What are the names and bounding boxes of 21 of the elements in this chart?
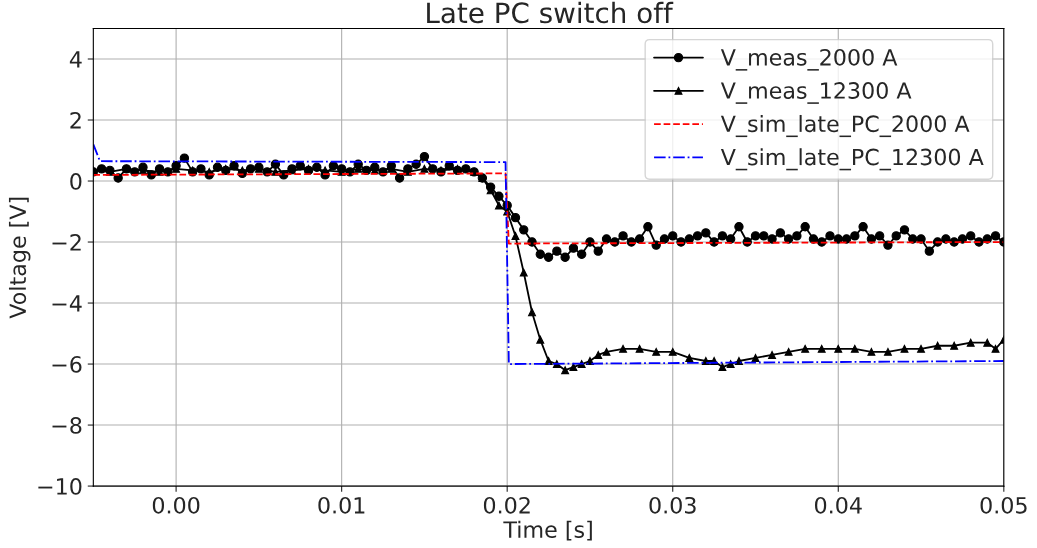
y-tick-label: −4 [52, 295, 82, 312]
y-tick-label: −8 [52, 417, 82, 434]
legend-label: V_sim_late_PC_2000 A [720, 114, 970, 138]
x-tick-label: 0.05 [980, 496, 1027, 514]
chart-title: Late PC switch off [427, 1, 674, 24]
x-tick-label: 0.00 [152, 496, 200, 514]
x-tick-label: 0.02 [483, 496, 530, 514]
legend-label: V_sim_late_PC_12300 A [720, 148, 984, 171]
y-tick-label: 4 [69, 51, 82, 68]
x-tick-label: 0.01 [318, 496, 365, 514]
y-tick-label: 0 [70, 172, 82, 190]
x-tick-label: 0.04 [815, 496, 862, 514]
y-tick-label: −6 [52, 356, 82, 373]
x-tick-label: 0.03 [649, 496, 696, 514]
legend-label: V_meas_12300 A [720, 82, 912, 104]
y-axis-title: Voltage [V] [8, 197, 31, 319]
y-tick-label: −2 [52, 233, 81, 251]
legend-label: V_meas_2000 A [720, 48, 898, 71]
x-axis-title: Time [s] [503, 520, 592, 541]
y-tick-label: −10 [38, 478, 82, 495]
y-tick-label: 2 [70, 111, 81, 129]
